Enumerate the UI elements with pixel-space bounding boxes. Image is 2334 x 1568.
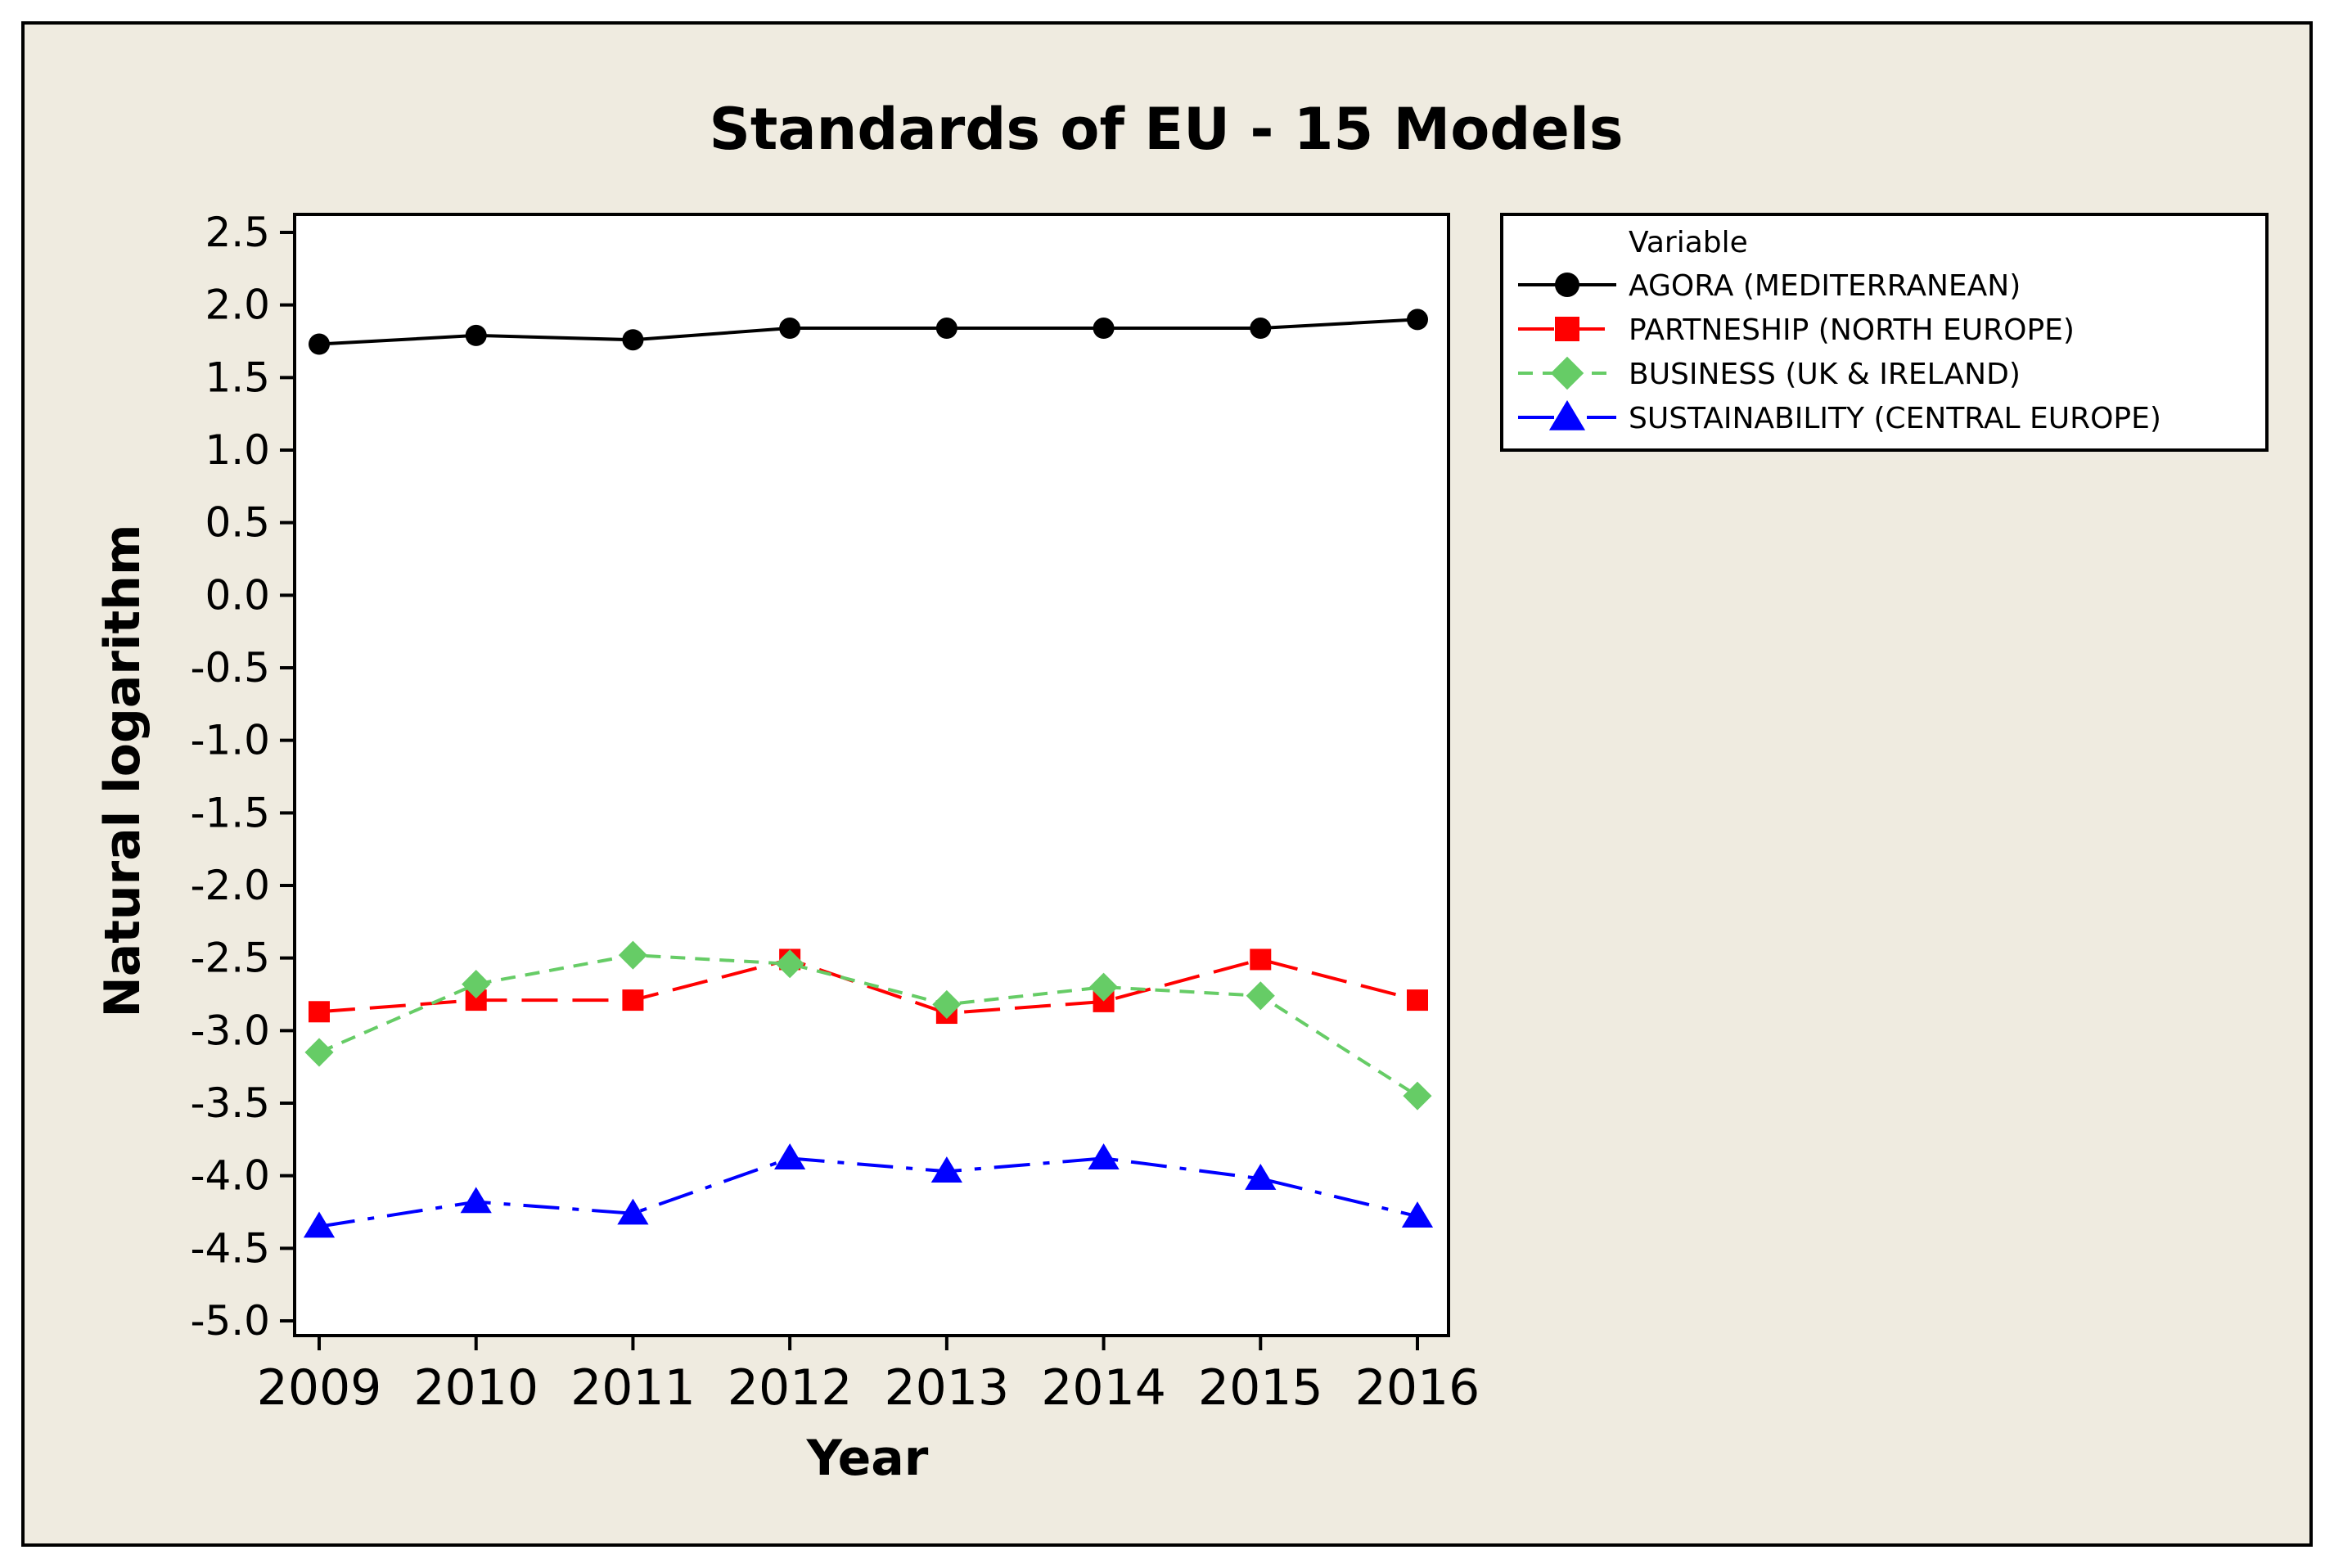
legend-marker [1548, 400, 1586, 430]
x-tick-label: 2012 [728, 1359, 853, 1417]
data-point [779, 318, 801, 340]
legend-marker [1550, 356, 1584, 390]
data-point [617, 1198, 649, 1225]
legend-items: AGORA (MEDITERRANEAN) PARTNESHIP (NORTH E… [1518, 269, 2161, 435]
data-point [622, 329, 644, 351]
legend-label: BUSINESS (UK & IRELAND) [1629, 358, 2021, 391]
data-point [622, 989, 644, 1012]
y-tick-label: -4.5 [190, 1224, 270, 1272]
y-tick-label: -2.5 [190, 935, 270, 982]
y-tick-label: 1.0 [205, 426, 270, 474]
series-line [318, 953, 1419, 1097]
series-2 [309, 948, 1428, 1025]
legend-marker [1555, 273, 1579, 297]
series-3 [304, 940, 1432, 1111]
y-tick-label: 2.0 [205, 282, 270, 329]
y-axis-title: Natural logarithm [94, 525, 151, 1018]
data-point [1407, 989, 1428, 1012]
legend-title: Variable [1629, 226, 1748, 259]
data-point [1089, 972, 1119, 1002]
series-1 [309, 309, 1428, 355]
chart-title: Standards of EU - 15 Models [709, 96, 1623, 163]
y-tick-label: -0.5 [190, 644, 270, 692]
data-point [932, 989, 962, 1019]
y-tick-label: 0.5 [205, 499, 270, 547]
data-point [303, 1211, 336, 1238]
data-point [1250, 318, 1272, 340]
legend-item: PARTNESHIP (NORTH EUROPE) [1518, 313, 2075, 347]
x-tick-label: 2009 [257, 1359, 382, 1417]
legend-marker [1555, 317, 1579, 341]
data-point [1407, 309, 1428, 331]
y-axis: 2.5 2.0 1.5 1.0 0.5 0.0 -0.5 -1.0 -1.5 -2.0 -2.5 -3… [190, 209, 295, 1345]
data-point [1088, 1143, 1120, 1170]
data-point [465, 324, 487, 346]
data-point [930, 1156, 962, 1183]
legend-item: SUSTAINABILITY (CENTRAL EUROPE) [1518, 400, 2161, 435]
data-point [1245, 1164, 1277, 1190]
legend: Variable AGORA (MEDITERRANEAN) PARTNESHIP… [1500, 213, 2269, 452]
legend-label: SUSTAINABILITY (CENTRAL EUROPE) [1629, 402, 2161, 435]
y-tick-label: 0.0 [205, 571, 270, 619]
y-tick-label: -5.0 [190, 1297, 270, 1345]
legend-item: BUSINESS (UK & IRELAND) [1518, 356, 2021, 391]
y-tick-label: 2.5 [205, 209, 270, 256]
data-point [462, 970, 491, 999]
data-point [309, 333, 330, 355]
data-point [774, 1143, 806, 1170]
x-tick-label: 2015 [1198, 1359, 1323, 1417]
y-tick-label: -2.0 [190, 862, 270, 909]
legend-box [1500, 213, 2269, 452]
data-point [1403, 1081, 1432, 1111]
x-tick-label: 2011 [570, 1359, 696, 1417]
data-point [618, 940, 647, 970]
x-axis-title: Year [806, 1430, 929, 1487]
x-tick-label: 2010 [413, 1359, 538, 1417]
data-point [1246, 981, 1275, 1011]
series-line [318, 957, 1418, 1016]
series-line [318, 1156, 1418, 1228]
data-point [304, 1038, 334, 1067]
legend-item: AGORA (MEDITERRANEAN) [1518, 269, 2021, 303]
series-4 [303, 1143, 1434, 1238]
data-point [1401, 1201, 1434, 1228]
y-tick-label: -1.0 [190, 717, 270, 764]
x-axis: 2009 2010 2011 2012 2013 2014 2015 2016 [257, 1336, 1480, 1417]
y-tick-label: -3.5 [190, 1079, 270, 1127]
data-point [309, 1001, 330, 1023]
y-tick-label: -3.0 [190, 1007, 270, 1054]
y-tick-label: -4.0 [190, 1152, 270, 1200]
data-point [1093, 318, 1115, 340]
x-tick-label: 2014 [1041, 1359, 1166, 1417]
plot-area [293, 213, 1450, 1337]
y-tick-label: 1.5 [205, 354, 270, 401]
data-point [775, 949, 804, 979]
data-point [1250, 948, 1272, 971]
y-tick-label: -1.5 [190, 789, 270, 836]
data-point [935, 318, 957, 340]
data-point [460, 1187, 492, 1214]
x-tick-label: 2016 [1355, 1359, 1480, 1417]
x-tick-label: 2013 [885, 1359, 1010, 1417]
series-layer [303, 309, 1434, 1238]
legend-label: AGORA (MEDITERRANEAN) [1629, 269, 2021, 303]
legend-label: PARTNESHIP (NORTH EUROPE) [1629, 313, 2075, 347]
series-line [318, 318, 1418, 346]
